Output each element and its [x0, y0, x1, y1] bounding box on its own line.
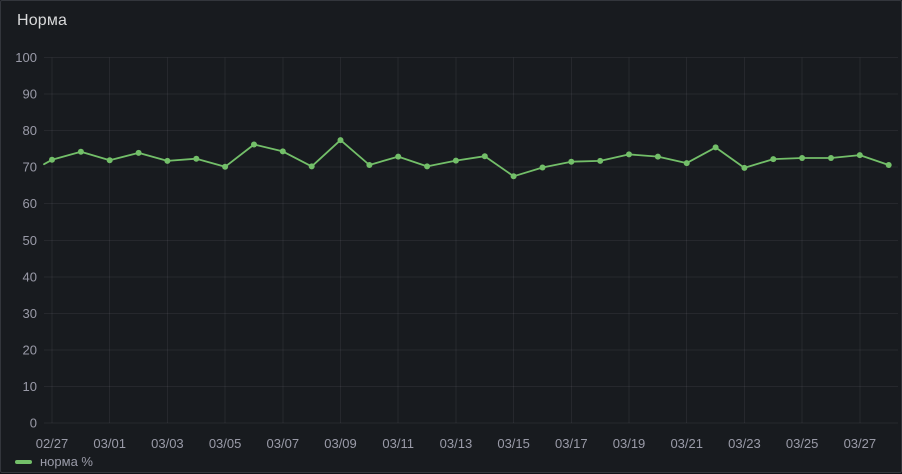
y-tick-label: 70 — [23, 160, 37, 175]
x-tick-label: 03/23 — [728, 436, 761, 451]
x-tick-label: 03/25 — [786, 436, 819, 451]
y-tick-label: 30 — [23, 306, 37, 321]
y-tick-label: 50 — [23, 233, 37, 248]
data-point — [597, 157, 604, 164]
data-point — [510, 173, 517, 180]
x-tick-label: 03/03 — [151, 436, 184, 451]
y-tick-label: 60 — [23, 196, 37, 211]
x-tick-label: 03/19 — [613, 436, 646, 451]
data-point — [395, 153, 402, 160]
data-point — [741, 164, 748, 171]
data-point — [308, 163, 315, 170]
data-point — [77, 148, 84, 155]
panel-title[interactable]: Норма — [17, 12, 68, 29]
x-tick-label: 03/15 — [497, 436, 530, 451]
panel-header: Норма — [1, 1, 901, 31]
data-point — [366, 162, 373, 168]
y-tick-label: 20 — [23, 342, 37, 357]
x-tick-label: 03/13 — [440, 436, 473, 451]
data-point — [164, 157, 171, 164]
x-tick-label: 02/27 — [36, 436, 69, 451]
data-point — [135, 149, 142, 156]
legend-item-norma[interactable]: норма % — [15, 454, 93, 470]
data-point — [481, 153, 488, 160]
x-tick-label: 03/17 — [555, 436, 588, 451]
y-tick-label: 100 — [15, 50, 37, 65]
data-point — [251, 141, 257, 148]
data-point — [337, 137, 344, 144]
data-point — [539, 164, 546, 171]
data-point — [568, 158, 575, 165]
y-tick-label: 80 — [23, 123, 37, 138]
y-tick-label: 0 — [30, 416, 37, 431]
data-point — [626, 151, 632, 158]
data-point — [452, 157, 459, 164]
data-point — [683, 160, 690, 167]
y-tick-label: 90 — [23, 87, 37, 102]
data-point — [106, 157, 113, 164]
data-point — [770, 156, 777, 163]
data-point — [654, 153, 661, 160]
x-tick-label: 03/05 — [209, 436, 242, 451]
data-point — [799, 155, 806, 161]
data-point — [279, 148, 286, 155]
data-point — [193, 155, 200, 162]
data-point — [49, 156, 55, 163]
data-point — [712, 144, 719, 151]
legend-series-label: норма % — [40, 454, 93, 469]
data-point — [828, 155, 834, 161]
data-point — [856, 152, 863, 159]
legend: норма % — [15, 454, 93, 470]
data-point — [222, 163, 229, 170]
x-tick-label: 03/11 — [382, 436, 414, 451]
x-tick-label: 03/27 — [844, 436, 877, 451]
y-tick-label: 40 — [23, 269, 37, 284]
x-tick-label: 03/21 — [670, 436, 703, 451]
x-tick-label: 03/01 — [93, 436, 126, 451]
data-point — [424, 163, 431, 170]
legend-series-swatch-icon — [15, 460, 32, 464]
x-tick-label: 03/07 — [267, 436, 300, 451]
y-tick-label: 10 — [23, 379, 37, 394]
series-line — [43, 139, 890, 178]
data-point — [885, 162, 892, 168]
x-tick-label: 03/09 — [324, 436, 357, 451]
